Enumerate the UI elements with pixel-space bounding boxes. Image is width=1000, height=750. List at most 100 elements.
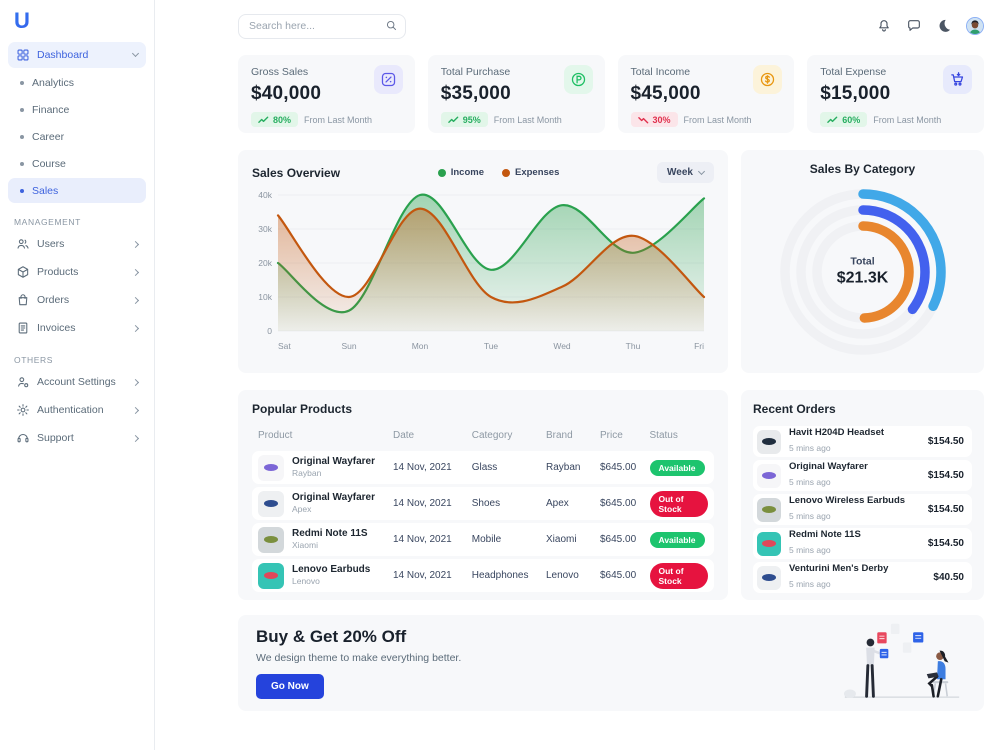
sidebar-subitem[interactable]: Finance bbox=[8, 97, 146, 122]
product-cell: Lenovo Earbuds Lenovo bbox=[258, 562, 393, 589]
product-name: Lenovo Earbuds bbox=[292, 563, 371, 575]
stat-card-note: From Last Month bbox=[304, 114, 373, 125]
product-name: Redmi Note 11S bbox=[292, 527, 368, 539]
chevron-right-icon bbox=[131, 406, 140, 414]
delta-badge: 80% bbox=[251, 112, 299, 127]
period-label: Week bbox=[667, 167, 693, 178]
bullet-icon bbox=[20, 161, 24, 166]
product-thumbnail-shape bbox=[264, 536, 278, 543]
delta-badge: 30% bbox=[630, 112, 678, 127]
sidebar-item[interactable]: Invoices bbox=[8, 315, 146, 341]
sidebar-subitem[interactable]: Sales bbox=[8, 178, 146, 203]
bullet-icon bbox=[20, 134, 24, 139]
product-date: 14 Nov, 2021 bbox=[393, 534, 452, 545]
stat-card: Total Income $45,000 30% From Last Month bbox=[617, 55, 795, 133]
main-area: Gross Sales $40,000 80% From Last Month … bbox=[155, 0, 1000, 750]
chevron-right-icon bbox=[131, 240, 140, 248]
go-now-button[interactable]: Go Now bbox=[256, 674, 324, 699]
popular-products-title: Popular Products bbox=[252, 402, 353, 416]
promo-banner: Buy & Get 20% Off We design theme to mak… bbox=[238, 615, 984, 711]
sidebar-item-dashboard[interactable]: Dashboard bbox=[8, 42, 146, 68]
chevron-right-icon bbox=[131, 296, 140, 304]
sidebar-item[interactable]: Products bbox=[8, 259, 146, 285]
search-input[interactable] bbox=[238, 13, 406, 39]
legend-dot bbox=[502, 168, 510, 177]
sidebar-subitem[interactable]: Course bbox=[8, 151, 146, 176]
product-name-block: Lenovo Earbuds Lenovo bbox=[292, 564, 370, 588]
sidebar-subitem-label: Finance bbox=[32, 103, 70, 116]
sidebar-subitem[interactable]: Career bbox=[8, 124, 146, 149]
stat-card-value: $40,000 bbox=[251, 83, 322, 104]
topbar bbox=[238, 7, 984, 45]
sidebar-item[interactable]: Orders bbox=[8, 287, 146, 313]
table-row: Original Wayfarer Rayban 14 Nov, 2021 Gl… bbox=[252, 451, 714, 484]
col-brand: Brand bbox=[546, 430, 573, 441]
product-status-cell: Out of Stock bbox=[649, 562, 708, 589]
sidebar-item[interactable]: Authentication bbox=[8, 397, 146, 423]
dark-mode-moon-icon[interactable] bbox=[936, 18, 952, 34]
product-thumbnail bbox=[258, 562, 284, 589]
sidebar-item[interactable]: Users bbox=[8, 231, 146, 257]
col-category: Category bbox=[471, 430, 513, 441]
avatar-illustration bbox=[967, 18, 983, 34]
sidebar-nav: Dashboard Analytics Finance Career Cours… bbox=[0, 42, 154, 451]
sidebar-item[interactable]: Support bbox=[8, 425, 146, 451]
sidebar-item[interactable]: Account Settings bbox=[8, 369, 146, 395]
stat-card-note: From Last Month bbox=[493, 114, 562, 125]
stat-card-footer: 60% From Last Month bbox=[820, 112, 971, 127]
product-status-cell: Available bbox=[649, 531, 709, 548]
chevron-right-icon bbox=[131, 378, 140, 386]
order-thumbnail bbox=[757, 463, 781, 488]
order-info: Havit H204D Headset 5 mins ago bbox=[789, 427, 920, 456]
messages-icon[interactable] bbox=[906, 18, 922, 34]
svg-text:0: 0 bbox=[267, 326, 272, 336]
order-thumbnail-shape bbox=[762, 574, 776, 581]
app-logo[interactable]: U bbox=[0, 0, 154, 40]
svg-text:10k: 10k bbox=[258, 292, 272, 302]
order-name: Havit H204D Headset bbox=[789, 427, 885, 438]
search-box[interactable] bbox=[238, 13, 406, 39]
search-icon[interactable] bbox=[385, 19, 398, 32]
legend-label: Income bbox=[450, 167, 484, 178]
user-avatar[interactable] bbox=[966, 17, 984, 35]
product-thumbnail bbox=[258, 490, 284, 517]
delta-badge: 95% bbox=[440, 112, 488, 127]
stat-card-note: From Last Month bbox=[873, 114, 942, 125]
order-thumbnail bbox=[757, 531, 781, 556]
dashboard-subitems: Analytics Finance Career Course Sales bbox=[0, 70, 154, 203]
tables-row: Popular Products Product Date Category B… bbox=[238, 390, 984, 600]
product-status-cell: Available bbox=[649, 459, 709, 476]
svg-text:Sun: Sun bbox=[341, 341, 356, 351]
product-cell: Original Wayfarer Rayban bbox=[258, 454, 393, 481]
sidebar-subitem[interactable]: Analytics bbox=[8, 70, 146, 95]
promo-text: Buy & Get 20% Off We design theme to mak… bbox=[256, 627, 461, 699]
list-item: Redmi Note 11S 5 mins ago $154.50 bbox=[753, 528, 972, 559]
chevron-down-icon bbox=[697, 167, 706, 175]
bullet-icon bbox=[20, 188, 24, 193]
chevron-right-icon bbox=[131, 268, 140, 276]
svg-text:40k: 40k bbox=[258, 190, 272, 200]
sales-overview-header: Sales Overview Income Expenses Week bbox=[252, 162, 714, 183]
product-name-block: Redmi Note 11S Xiaomi bbox=[292, 528, 368, 552]
stat-card-label: Total Expense bbox=[820, 66, 887, 78]
stat-card-icon bbox=[563, 65, 593, 94]
svg-text:Sat: Sat bbox=[278, 341, 291, 351]
recent-orders-list: Havit H204D Headset 5 mins ago $154.50 O… bbox=[753, 426, 972, 593]
stat-card: Total Expense $15,000 60% From Last Mont… bbox=[807, 55, 984, 133]
product-name: Original Wayfarer bbox=[292, 491, 375, 503]
status-badge: Out of Stock bbox=[649, 562, 708, 589]
notification-bell-icon[interactable] bbox=[876, 18, 892, 34]
sidebar-subitem-label: Sales bbox=[32, 184, 59, 197]
period-dropdown[interactable]: Week bbox=[657, 162, 714, 183]
product-thumbnail bbox=[258, 526, 284, 553]
sidebar-item-icon bbox=[16, 293, 30, 307]
product-name-block: Original Wayfarer Rayban bbox=[292, 456, 375, 480]
sidebar-subitem-label: Course bbox=[32, 157, 66, 170]
svg-text:Mon: Mon bbox=[412, 341, 429, 351]
product-category: Shoes bbox=[471, 498, 501, 509]
radial-chart-center: Total $21.3K bbox=[771, 255, 955, 287]
chevron-right-icon bbox=[131, 434, 140, 442]
sidebar-item-label: Orders bbox=[37, 294, 70, 306]
stat-card-footer: 30% From Last Month bbox=[630, 112, 782, 127]
order-thumbnail-shape bbox=[762, 438, 776, 445]
